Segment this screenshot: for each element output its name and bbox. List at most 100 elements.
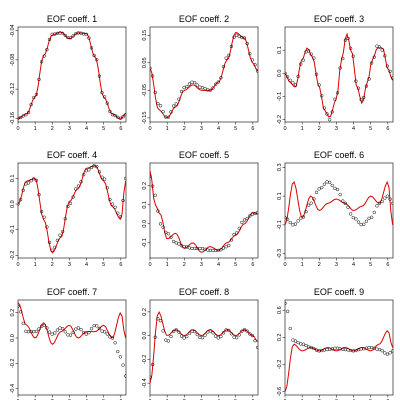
smooth-point (153, 193, 157, 197)
smooth-point (92, 323, 96, 328)
y-tick-label: 0.1 (10, 175, 16, 183)
smooth-point (306, 49, 311, 53)
x-tick-label: 1 (166, 262, 169, 268)
smooth-point (32, 95, 36, 100)
smooth-point (66, 333, 70, 337)
smooth-point (103, 330, 107, 334)
smooth-point (377, 347, 382, 352)
smooth-point (229, 44, 234, 49)
smooth-point (37, 193, 41, 197)
smooth-point (235, 231, 239, 235)
smooth-point (296, 74, 300, 79)
smooth-point (208, 88, 213, 92)
smooth-point (299, 342, 303, 346)
y-tick-label: 0.2 (10, 309, 16, 317)
x-tick-label: 6 (251, 126, 254, 132)
smooth-point (346, 205, 350, 209)
plot-frame (284, 162, 394, 259)
smooth-point (116, 211, 120, 215)
smooth-point (211, 331, 215, 335)
smooth-point (150, 184, 155, 188)
smooth-point (92, 53, 96, 58)
smooth-point (21, 188, 25, 192)
data-series-line (18, 302, 126, 345)
x-tick-label: 2 (51, 262, 54, 268)
smooth-point (185, 84, 189, 89)
smooth-point (248, 332, 252, 336)
panel-title: EOF coeff. 4 (47, 150, 97, 160)
smooth-point (354, 217, 358, 221)
smooth-point (60, 327, 65, 331)
smooth-point (333, 346, 337, 350)
smooth-point (299, 216, 303, 220)
y-tick-label: 0.0 (10, 200, 16, 208)
smooth-point (312, 197, 316, 201)
smooth-point (285, 71, 287, 75)
x-tick-label: 3 (200, 126, 203, 132)
y-tick-label: 0.2 (142, 308, 148, 316)
smooth-point (42, 323, 46, 328)
smooth-point (293, 83, 298, 87)
smooth-point (190, 80, 194, 84)
smooth-point (53, 331, 57, 335)
smooth-point (338, 66, 342, 70)
x-tick-label: 2 (183, 126, 186, 132)
smooth-point (68, 333, 73, 337)
smooth-point (18, 115, 23, 120)
x-tick-label: 5 (369, 126, 372, 132)
smooth-point (351, 216, 355, 220)
plot-frame (149, 26, 259, 123)
smooth-point (150, 66, 152, 70)
smooth-point (388, 197, 392, 201)
smooth-point (385, 194, 390, 198)
smooth-point (190, 246, 194, 251)
smooth-point (118, 215, 123, 219)
x-tick-label: 1 (166, 126, 169, 132)
smooth-point (150, 74, 155, 78)
smooth-point (200, 246, 205, 251)
smooth-point (375, 44, 379, 48)
smooth-point (29, 103, 33, 107)
smooth-point (74, 327, 78, 331)
smooth-point (166, 339, 171, 343)
smooth-point (76, 184, 81, 188)
smooth-point (177, 330, 181, 334)
smooth-point (166, 115, 171, 119)
smooth-point (235, 336, 239, 340)
y-tick-label: 0.0 (10, 334, 16, 342)
smooth-point (224, 245, 228, 249)
y-tick-label: 0.05 (142, 57, 148, 68)
panel-title: EOF coeff. 6 (314, 150, 364, 160)
smooth-point (335, 187, 340, 192)
x-tick-label: 5 (369, 262, 372, 268)
smooth-point (296, 340, 300, 345)
x-tick-label: 6 (119, 126, 122, 132)
smooth-point (385, 64, 390, 68)
data-series-line (18, 31, 126, 120)
smooth-point (314, 72, 319, 76)
x-tick-label: 6 (251, 262, 254, 268)
smooth-point (29, 179, 33, 183)
smooth-point (74, 187, 78, 191)
smooth-point (71, 34, 75, 38)
smooth-point (100, 329, 104, 333)
smooth-point (330, 183, 334, 188)
x-tick-label: 1 (301, 126, 304, 132)
smooth-point (354, 79, 358, 83)
y-tick-label: -0.08 (10, 54, 16, 67)
y-tick-label: 0.2 (277, 333, 283, 341)
smooth-point (32, 177, 36, 181)
y-tick-label: -0.2 (142, 355, 148, 364)
x-tick-label: 5 (102, 262, 105, 268)
smooth-point (338, 192, 342, 197)
smooth-point (164, 230, 168, 235)
smooth-point (39, 60, 44, 64)
smooth-point (105, 332, 109, 336)
plot-frame (149, 299, 259, 396)
y-tick-label: 0.3 (277, 163, 283, 171)
smooth-point (380, 199, 384, 204)
smooth-point (79, 180, 83, 184)
smooth-point (285, 75, 290, 79)
smooth-point (47, 240, 52, 245)
smooth-point (118, 355, 123, 359)
